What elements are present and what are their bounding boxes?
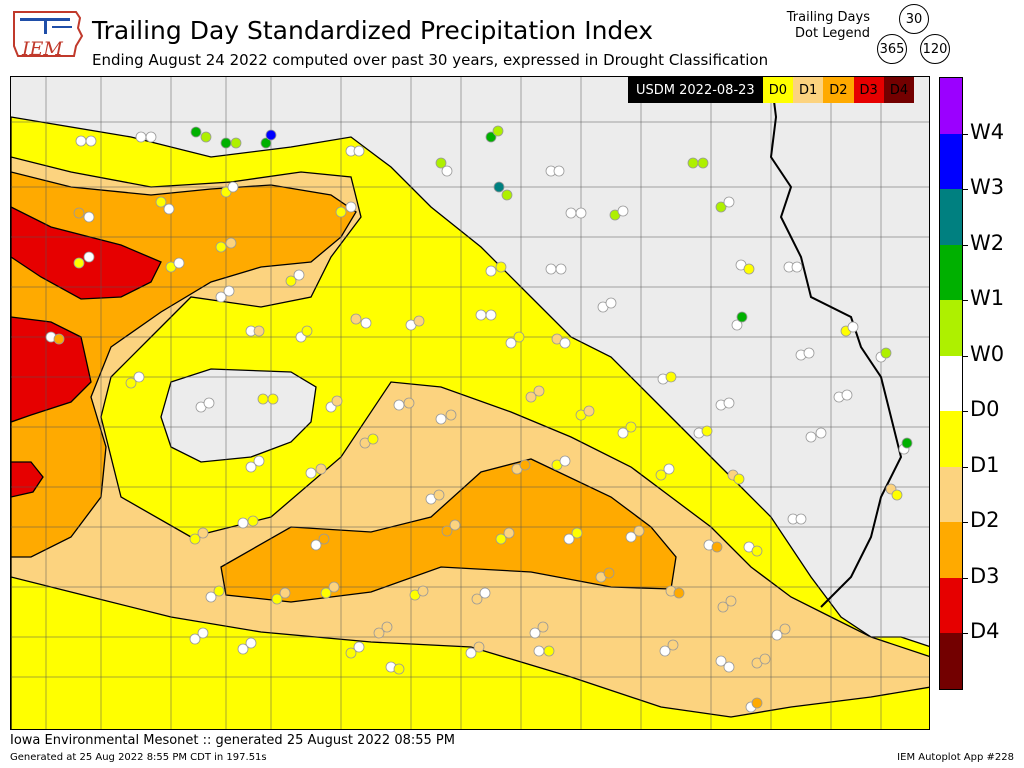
drought-map-svg bbox=[11, 77, 929, 729]
colorbar-segment bbox=[940, 355, 962, 412]
colorbar-segment bbox=[940, 577, 962, 634]
colorbar-segment bbox=[940, 189, 962, 246]
dot-legend-label-2: Dot Legend bbox=[795, 26, 870, 41]
colorbar-label: W1 bbox=[970, 286, 1005, 311]
colorbar-tick bbox=[963, 300, 968, 302]
colorbar-tick bbox=[963, 189, 968, 191]
colorbar-tick bbox=[963, 244, 968, 246]
iowa-outline-icon bbox=[13, 11, 84, 57]
colorbar-label: W4 bbox=[970, 119, 1005, 144]
colorbar-segment bbox=[940, 300, 962, 357]
iem-logo[interactable]: IEM bbox=[10, 6, 84, 64]
colorbar-label: D1 bbox=[970, 452, 1000, 477]
usdm-d0: D0 bbox=[762, 77, 793, 103]
colorbar-label: W3 bbox=[970, 175, 1005, 200]
state-border bbox=[769, 77, 903, 608]
spi-map[interactable] bbox=[10, 76, 930, 730]
d3-region-2 bbox=[11, 316, 92, 423]
colorbar-tick bbox=[963, 355, 968, 357]
colorbar-segment bbox=[940, 244, 962, 301]
colorbar-tick bbox=[963, 577, 968, 579]
usdm-legend: USDM 2022-08-23 D0 D1 D2 D3 D4 bbox=[628, 77, 915, 103]
usdm-d1: D1 bbox=[792, 77, 824, 103]
colorbar-label: D0 bbox=[970, 397, 1000, 422]
colorbar-tick bbox=[963, 522, 968, 524]
dot-legend-label-1: Trailing Days bbox=[786, 10, 870, 25]
station-dots bbox=[45, 125, 913, 713]
footer-line-2: Generated at 25 Aug 2022 8:55 PM CDT in … bbox=[10, 752, 267, 763]
colorbar-tick bbox=[963, 411, 968, 413]
d3-region-3 bbox=[11, 461, 44, 498]
usdm-date-label: USDM 2022-08-23 bbox=[628, 77, 763, 103]
colorbar-tick bbox=[963, 466, 968, 468]
colorbar-segment bbox=[940, 411, 962, 468]
colorbar-segment bbox=[940, 522, 962, 579]
colorbar-tick bbox=[963, 633, 968, 635]
dot-legend-top: 30 bbox=[899, 4, 929, 34]
footer-line-1: Iowa Environmental Mesonet :: generated … bbox=[10, 733, 455, 748]
usdm-d2: D2 bbox=[823, 77, 854, 103]
colorbar-label: D2 bbox=[970, 508, 1000, 533]
colorbar-segment bbox=[940, 78, 962, 135]
colorbar-segment bbox=[940, 133, 962, 190]
page-subtitle: Ending August 24 2022 computed over past… bbox=[92, 51, 769, 69]
dot-legend-right: 120 bbox=[920, 34, 950, 64]
footer-app: IEM Autoplot App #228 bbox=[897, 752, 1014, 763]
logo-text: IEM bbox=[22, 38, 63, 60]
usdm-d3: D3 bbox=[853, 77, 884, 103]
no-drought-hole bbox=[160, 368, 317, 463]
colorbar-label: D4 bbox=[970, 619, 1000, 644]
colorbar bbox=[939, 77, 963, 690]
usdm-d4: D4 bbox=[883, 77, 915, 103]
dot-legend-left: 365 bbox=[877, 34, 907, 64]
colorbar-label: W2 bbox=[970, 230, 1005, 255]
colorbar-segment bbox=[940, 633, 962, 690]
colorbar-label: D3 bbox=[970, 563, 1000, 588]
page-title: Trailing Day Standardized Precipitation … bbox=[92, 16, 654, 45]
colorbar-label: W0 bbox=[970, 341, 1005, 366]
colorbar-segment bbox=[940, 466, 962, 523]
colorbar-tick bbox=[963, 133, 968, 135]
